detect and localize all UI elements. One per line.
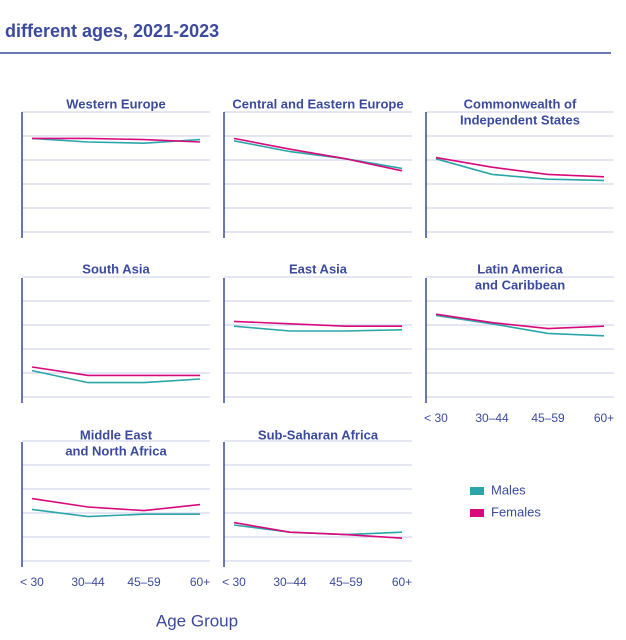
series-line [31,366,200,377]
x-tick-label: 45–59 [531,411,565,425]
x-tick-label: 45–59 [127,575,161,589]
x-tick-label: 30–44 [475,411,509,425]
x-tick-label: 45–59 [329,575,363,589]
panel-title: Western Europe [66,96,165,111]
x-tick-label: < 30 [20,575,44,589]
series-line [32,137,201,143]
series-line [31,508,200,518]
x-tick-label: 60+ [594,411,614,425]
panel-title: South Asia [82,261,150,276]
panel-title: Commonwealth of [464,96,577,111]
panel-title: East Asia [289,261,348,276]
series-line [435,158,605,182]
series-line [233,320,402,327]
series-line [233,140,403,170]
panel-title: and North Africa [65,443,167,458]
panel-title: and Caribbean [475,277,565,292]
series-line [435,314,605,337]
panel-title: Sub-Saharan Africa [258,427,379,442]
panel-title: Central and Eastern Europe [232,96,403,111]
legend-label: Females [491,504,541,519]
x-axis-label: Age Group [156,611,238,630]
x-tick-label: < 30 [424,411,448,425]
series-line [31,497,201,512]
series-line [233,521,403,539]
series-line [435,156,605,178]
series-line [31,369,201,384]
x-tick-label: 30–44 [71,575,105,589]
panel-title: Middle East [80,427,153,442]
x-tick-label: 60+ [392,575,412,589]
series-line [233,137,403,172]
legend-swatch [470,487,484,495]
x-tick-label: 60+ [190,575,210,589]
panel-title: Latin America [477,261,563,276]
x-tick-label: < 30 [222,575,246,589]
legend-label: Males [491,482,526,497]
series-line [435,313,605,330]
chart-title: different ages, 2021-2023 [5,21,219,41]
series-line [233,325,403,332]
x-tick-label: 30–44 [273,575,307,589]
panel-title: Independent States [460,112,580,127]
legend-swatch [470,509,484,517]
